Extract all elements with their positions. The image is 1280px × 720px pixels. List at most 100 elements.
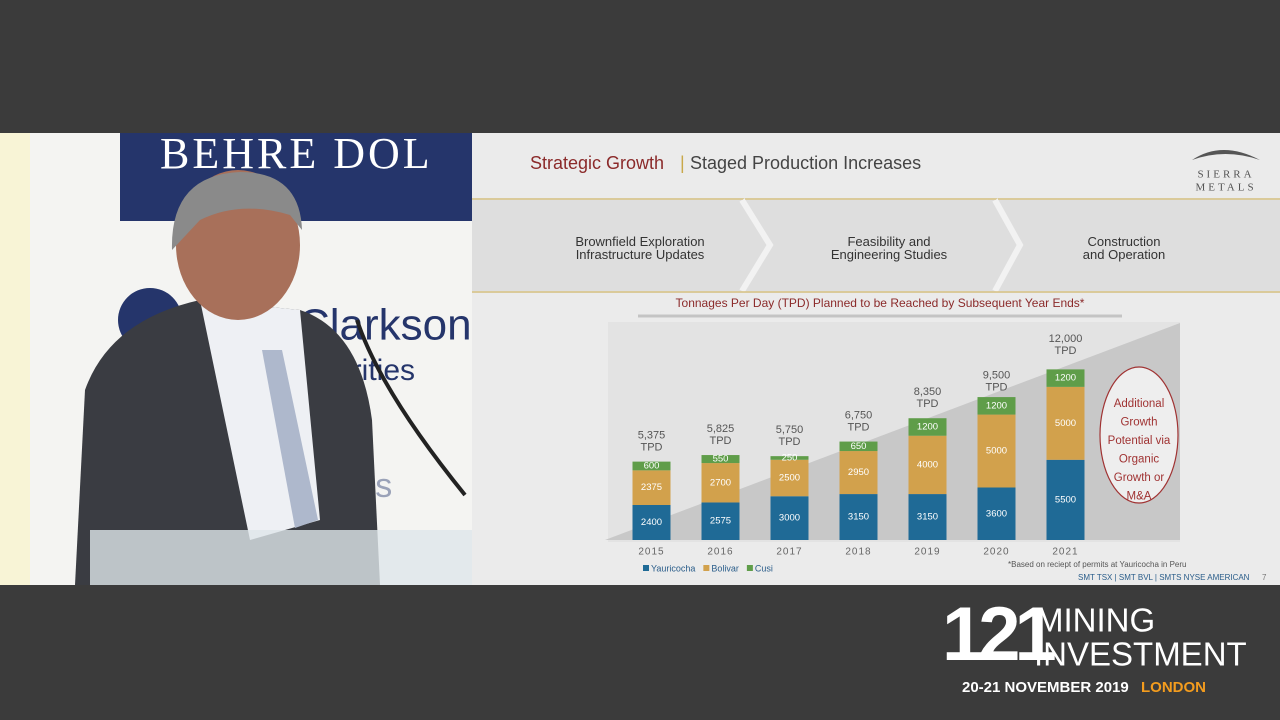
total-label: 5,375 bbox=[638, 430, 666, 442]
bar-segment bbox=[908, 418, 947, 436]
event-logo: 121 MINING INVESTMENT 20-21 NOVEMBER 201… bbox=[942, 592, 1247, 696]
bar-segment bbox=[1046, 369, 1085, 387]
callout-text: M&A bbox=[1127, 491, 1152, 503]
segment-label: 250 bbox=[782, 452, 798, 463]
bar-segment bbox=[839, 451, 878, 495]
segment-label: 1200 bbox=[986, 400, 1007, 411]
callout-oval bbox=[1099, 366, 1179, 504]
bar-segment bbox=[632, 461, 671, 471]
x-tick-label: 2019 bbox=[914, 547, 940, 558]
x-tick-label: 2021 bbox=[1052, 547, 1078, 558]
bar-segment bbox=[977, 397, 1016, 415]
segment-label: 1200 bbox=[1055, 373, 1076, 384]
logo-text: SIERRA bbox=[1197, 169, 1254, 181]
segment-label: 2375 bbox=[641, 482, 662, 493]
phase-line: Construction bbox=[1088, 234, 1161, 249]
segment-label: 5000 bbox=[986, 446, 1007, 457]
bar-segment bbox=[839, 441, 878, 452]
total-unit: TPD bbox=[917, 398, 939, 410]
logo-text: METALS bbox=[1195, 182, 1256, 194]
phase-label: Feasibility and Engineering Studies bbox=[831, 234, 948, 262]
phase-band bbox=[472, 200, 1280, 291]
bar-segment bbox=[701, 463, 740, 503]
total-unit: TPD bbox=[848, 421, 870, 433]
total-unit: TPD bbox=[986, 381, 1008, 393]
banner-text: BEHRE DOL bbox=[160, 129, 433, 178]
legend-swatch bbox=[643, 565, 649, 571]
x-tick-label: 2016 bbox=[707, 547, 733, 558]
segment-label: 5000 bbox=[1055, 418, 1076, 429]
event-city: LONDON bbox=[1141, 679, 1206, 696]
callout-text: Growth or bbox=[1114, 472, 1165, 484]
x-tick-label: 2020 bbox=[983, 547, 1009, 558]
total-label: 6,750 bbox=[845, 409, 873, 421]
event-dates: 20-21 NOVEMBER 2019 bbox=[962, 679, 1129, 696]
segment-label: 1200 bbox=[917, 421, 938, 432]
video-panel: BEHRE DOL Clarkson curities ors bbox=[0, 129, 472, 585]
segment-label: 5500 bbox=[1055, 494, 1076, 505]
total-label: 5,750 bbox=[776, 424, 804, 436]
segment-label: 2950 bbox=[848, 467, 869, 478]
total-label: 5,825 bbox=[707, 423, 735, 435]
segment-label: 3150 bbox=[848, 512, 869, 523]
footer: SMT TSX | SMT BVL | SMTS NYSE AMERICAN bbox=[1078, 573, 1250, 582]
legend-label: Bolivar bbox=[711, 563, 739, 573]
segment-label: 650 bbox=[851, 441, 867, 452]
bar-segment bbox=[1046, 459, 1085, 540]
phase-line: and Operation bbox=[1083, 247, 1165, 262]
bar-segment bbox=[701, 502, 740, 540]
total-unit: TPD bbox=[1055, 345, 1077, 357]
callout-text: Growth bbox=[1120, 417, 1157, 429]
total-label: 12,000 bbox=[1049, 333, 1083, 345]
growth-wedge bbox=[605, 323, 1180, 540]
segment-label: 3150 bbox=[917, 512, 938, 523]
bar-segment bbox=[977, 487, 1016, 540]
x-tick-label: 2017 bbox=[776, 547, 802, 558]
bar-segment bbox=[839, 494, 878, 540]
podium bbox=[90, 530, 472, 585]
light-bar bbox=[0, 133, 30, 585]
segment-label: 3600 bbox=[986, 508, 1007, 519]
segment-label: 4000 bbox=[917, 459, 938, 470]
phase-line: Feasibility and bbox=[847, 234, 930, 249]
bar-segment bbox=[908, 494, 947, 540]
segment-label: 600 bbox=[644, 461, 660, 472]
phase-label: Brownfield Exploration Infrastructure Upd… bbox=[575, 234, 704, 262]
legend-swatch bbox=[746, 565, 753, 571]
segment-label: 2575 bbox=[710, 516, 731, 527]
event-number: 121 bbox=[942, 592, 1056, 677]
slide-title-separator: | bbox=[680, 153, 685, 173]
phase-line: Brownfield Exploration bbox=[575, 234, 704, 249]
speaker-hair bbox=[171, 172, 302, 250]
segment-label: 2700 bbox=[710, 477, 731, 488]
bar-segment bbox=[770, 456, 809, 460]
x-tick-label: 2015 bbox=[638, 547, 664, 558]
callout-text: Organic bbox=[1119, 454, 1160, 466]
total-unit: TPD bbox=[710, 435, 732, 447]
speaker-tie bbox=[262, 350, 318, 528]
phase-line: Engineering Studies bbox=[831, 247, 948, 262]
segment-label: 2500 bbox=[779, 473, 800, 484]
microphone bbox=[355, 319, 467, 497]
logo-mark bbox=[1192, 150, 1260, 160]
legend-label: Yauricocha bbox=[651, 563, 695, 573]
x-tick-label: 2018 bbox=[845, 547, 871, 558]
segment-label: 550 bbox=[713, 454, 729, 465]
callout-text: Potential via bbox=[1108, 435, 1171, 447]
phase-label: Construction and Operation bbox=[1083, 234, 1165, 262]
bar-segment bbox=[632, 470, 671, 505]
callout-text: Additional bbox=[1114, 398, 1165, 410]
bar-segment bbox=[1046, 386, 1085, 460]
bar-segment bbox=[770, 459, 809, 497]
phase-line: Infrastructure Updates bbox=[576, 247, 705, 262]
footnote: *Based on reciept of permits at Yauricoc… bbox=[1008, 560, 1186, 569]
legend-label: Cusi bbox=[755, 563, 773, 573]
bar-segment bbox=[701, 455, 740, 464]
bar-segment bbox=[908, 435, 947, 495]
legend-swatch bbox=[703, 565, 710, 571]
bar-segment bbox=[770, 496, 809, 540]
event-line: MINING bbox=[1036, 602, 1155, 639]
total-label: 8,350 bbox=[914, 386, 942, 398]
